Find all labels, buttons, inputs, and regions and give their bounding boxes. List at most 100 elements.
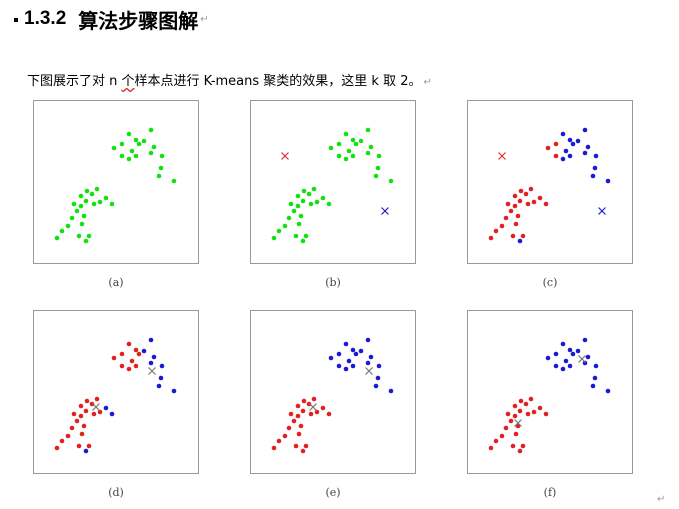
- data-point: [311, 396, 317, 402]
- data-point: [65, 223, 71, 229]
- data-point: [517, 198, 523, 204]
- data-point: [350, 153, 356, 159]
- data-point: [513, 221, 519, 227]
- data-point: [126, 156, 132, 162]
- data-point: [512, 193, 518, 199]
- data-point: [71, 411, 77, 417]
- data-point: [575, 348, 581, 354]
- data-point: [343, 366, 349, 372]
- data-point: [326, 411, 332, 417]
- data-point: [129, 358, 135, 364]
- spellcheck-word: 个: [121, 74, 135, 89]
- data-point: [295, 403, 301, 409]
- data-point: [54, 235, 60, 241]
- data-point: [567, 347, 573, 353]
- data-point: [575, 138, 581, 144]
- data-point: [76, 443, 82, 449]
- paragraph-mark-icon: ↵: [200, 13, 209, 25]
- kmeans-panel-b: [250, 100, 416, 264]
- kmeans-panel-c: [467, 100, 633, 264]
- data-point: [605, 388, 611, 394]
- data-point: [91, 201, 97, 207]
- data-point: [343, 156, 349, 162]
- data-point: [328, 355, 334, 361]
- data-point: [288, 411, 294, 417]
- data-point: [499, 223, 505, 229]
- data-point: [570, 141, 576, 147]
- data-point: [531, 199, 537, 205]
- panel-caption-e: (e): [325, 486, 341, 499]
- data-point: [513, 431, 519, 437]
- data-point: [86, 233, 92, 239]
- data-point: [306, 401, 312, 407]
- data-point: [336, 363, 342, 369]
- data-point: [81, 423, 87, 429]
- data-point: [365, 150, 371, 156]
- scatter-plot: [488, 127, 611, 244]
- data-point: [512, 413, 518, 419]
- data-point: [346, 358, 352, 364]
- data-point: [376, 363, 382, 369]
- scatter-plot: [54, 337, 177, 454]
- data-point: [523, 191, 529, 197]
- data-point: [301, 398, 307, 404]
- data-point: [308, 411, 314, 417]
- data-point: [84, 188, 90, 194]
- data-point: [353, 351, 359, 357]
- data-point: [158, 165, 164, 171]
- data-point: [158, 375, 164, 381]
- data-point: [593, 153, 599, 159]
- data-point: [523, 401, 529, 407]
- data-point: [365, 337, 371, 343]
- data-point: [593, 363, 599, 369]
- data-point: [525, 411, 531, 417]
- data-point: [69, 215, 75, 221]
- data-point: [570, 351, 576, 357]
- data-point: [151, 144, 157, 150]
- section-number: 1.3.2: [24, 8, 67, 29]
- data-point: [133, 137, 139, 143]
- data-point: [543, 201, 549, 207]
- data-point: [271, 445, 277, 451]
- data-point: [343, 341, 349, 347]
- data-point: [553, 363, 559, 369]
- data-point: [560, 156, 566, 162]
- data-point: [282, 433, 288, 439]
- centroid-marker: [578, 355, 586, 363]
- centroid-marker: [281, 152, 289, 160]
- data-point: [508, 208, 514, 214]
- data-point: [336, 153, 342, 159]
- centroid-marker: [514, 419, 522, 427]
- data-point: [156, 173, 162, 179]
- paragraph-mark-icon: ↵: [423, 77, 432, 88]
- panel-caption-b: (b): [325, 276, 341, 289]
- data-point: [54, 445, 60, 451]
- paragraph-text-start: 下图展示了对 n: [27, 74, 122, 89]
- data-point: [119, 351, 125, 357]
- data-point: [388, 388, 394, 394]
- section-title: 算法步骤图解: [78, 8, 199, 33]
- data-point: [320, 195, 326, 201]
- data-point: [151, 354, 157, 360]
- data-point: [79, 221, 85, 227]
- centroid-marker: [498, 152, 506, 160]
- data-point: [306, 191, 312, 197]
- data-point: [83, 238, 89, 244]
- data-point: [296, 221, 302, 227]
- data-point: [585, 144, 591, 150]
- centroid-marker: [598, 207, 606, 215]
- scatter-plot: [488, 337, 611, 454]
- data-point: [83, 448, 89, 454]
- data-point: [148, 337, 154, 343]
- data-point: [74, 418, 80, 424]
- data-point: [388, 178, 394, 184]
- data-point: [592, 375, 598, 381]
- kmeans-panel-a: [33, 100, 199, 264]
- data-point: [97, 199, 103, 205]
- data-point: [156, 383, 162, 389]
- data-point: [512, 403, 518, 409]
- data-point: [373, 173, 379, 179]
- data-point: [308, 201, 314, 207]
- scatter-plot: [271, 337, 394, 454]
- data-point: [109, 201, 115, 207]
